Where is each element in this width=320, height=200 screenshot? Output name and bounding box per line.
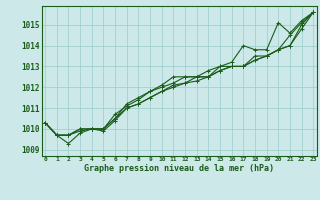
X-axis label: Graphe pression niveau de la mer (hPa): Graphe pression niveau de la mer (hPa) (84, 164, 274, 173)
